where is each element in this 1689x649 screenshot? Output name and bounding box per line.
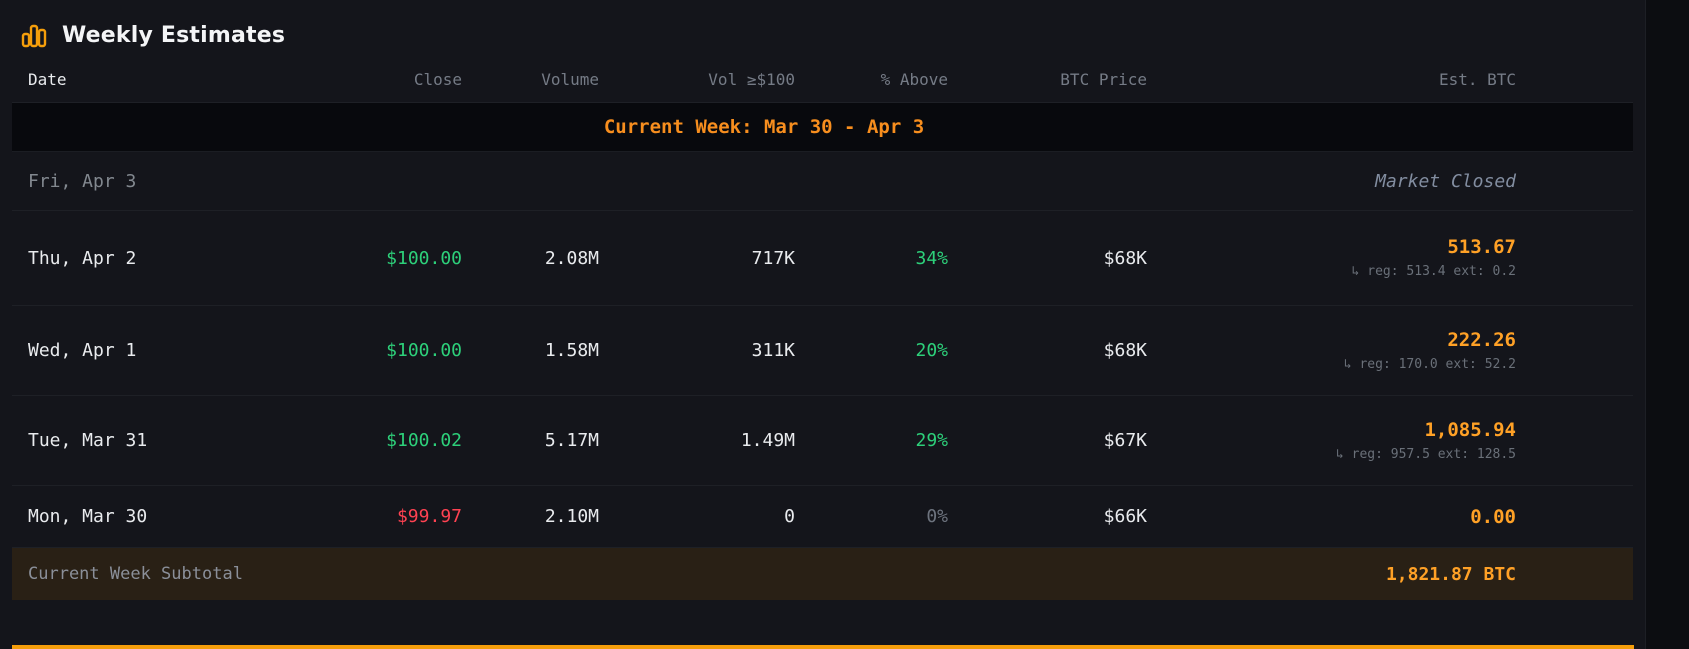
est-btc-detail: ↳ reg: 513.4 ext: 0.2 (1351, 264, 1516, 279)
subtotal-row: Current Week Subtotal 1,821.87 BTC (12, 548, 1633, 600)
column-header-close: Close (413, 69, 462, 89)
btc-price-cell: $68K (1103, 247, 1147, 269)
date-cell: Tue, Mar 31 (28, 430, 148, 451)
est-btc-value: 222.26 (1447, 328, 1516, 351)
btc-price-cell: $66K (1103, 506, 1147, 527)
close-cell: $99.97 (396, 506, 462, 527)
subtotal-value: 1,821.87 BTC (1385, 563, 1516, 585)
pct-above-cell: 20% (915, 340, 948, 361)
table-row: Mon, Mar 30 $99.97 2.10M 0 0% $66K 0.00 (12, 486, 1633, 548)
vol-above-100-cell: 717K (751, 247, 795, 269)
volume-cell: 1.58M (544, 340, 599, 361)
weekly-estimates-panel: Weekly Estimates Date Close Volume Vol ≥… (0, 0, 1645, 649)
bottom-accent-bar (12, 645, 1634, 649)
pct-above-cell: 29% (915, 430, 948, 451)
btc-price-cell: $68K (1103, 340, 1147, 361)
table-header-row: Date Close Volume Vol ≥$100 % Above BTC … (12, 56, 1633, 103)
est-btc-value: 0.00 (1470, 505, 1516, 528)
date-cell: Mon, Mar 30 (28, 506, 148, 527)
table-row: Tue, Mar 31 $100.02 5.17M 1.49M 29% $67K… (12, 396, 1633, 486)
volume-cell: 2.10M (544, 506, 599, 527)
est-btc-cell: 0.00 (1147, 505, 1633, 529)
volume-cell: 5.17M (544, 430, 599, 451)
est-btc-cell: 222.26 ↳ reg: 170.0 ext: 52.2 (1147, 328, 1633, 374)
column-header-volume: Volume (541, 69, 599, 89)
bar-chart-icon (21, 24, 47, 48)
table-row: Wed, Apr 1 $100.00 1.58M 311K 20% $68K 2… (12, 306, 1633, 396)
column-header-date: Date (28, 69, 67, 89)
current-week-banner-label: Current Week: Mar 30 - Apr 3 (603, 116, 925, 138)
titlebar: Weekly Estimates (0, 0, 1645, 56)
close-cell: $100.00 (386, 340, 462, 361)
est-btc-cell: 1,085.94 ↳ reg: 957.5 ext: 128.5 (1147, 418, 1633, 464)
est-btc-value: 513.67 (1447, 236, 1516, 258)
pct-above-cell: 0% (926, 506, 948, 527)
column-header-pct-above: % Above (880, 69, 948, 89)
subtotal-label: Current Week Subtotal (28, 564, 243, 584)
date-cell: Wed, Apr 1 (28, 340, 137, 361)
vol-above-100-cell: 1.49M (740, 430, 795, 451)
date-cell: Fri, Apr 3 (28, 170, 137, 192)
current-week-banner: Current Week: Mar 30 - Apr 3 (12, 103, 1633, 152)
vol-above-100-cell: 0 (784, 506, 795, 527)
est-btc-detail: ↳ reg: 170.0 ext: 52.2 (1343, 356, 1516, 372)
column-header-est-btc: Est. BTC (1438, 69, 1516, 89)
table-row: Fri, Apr 3 Market Closed (12, 152, 1633, 211)
table-row: Thu, Apr 2 $100.00 2.08M 717K 34% $68K 5… (12, 211, 1633, 306)
page-title: Weekly Estimates (62, 22, 286, 48)
scroll-gutter (1646, 0, 1689, 649)
close-cell: $100.02 (386, 430, 462, 451)
column-header-vol-100: Vol ≥$100 (708, 69, 795, 89)
est-btc-detail: ↳ reg: 957.5 ext: 128.5 (1335, 446, 1516, 462)
pct-above-cell: 34% (915, 247, 948, 269)
est-btc-value: 1,085.94 (1424, 418, 1516, 441)
est-btc-cell: 513.67 ↳ reg: 513.4 ext: 0.2 (1147, 235, 1633, 281)
vol-above-100-cell: 311K (751, 340, 795, 361)
market-closed-label: Market Closed (1375, 170, 1516, 192)
close-cell: $100.00 (386, 247, 462, 269)
date-cell: Thu, Apr 2 (28, 247, 137, 269)
volume-cell: 2.08M (544, 247, 599, 269)
column-header-btc-price: BTC Price (1060, 69, 1147, 89)
btc-price-cell: $67K (1103, 430, 1147, 451)
